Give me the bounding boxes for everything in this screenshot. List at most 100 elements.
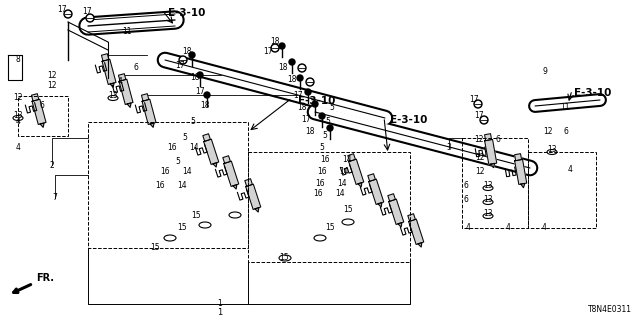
Text: 12: 12: [476, 154, 484, 163]
Text: 13: 13: [108, 92, 118, 100]
Polygon shape: [102, 59, 116, 84]
Circle shape: [65, 12, 70, 17]
Text: 15: 15: [191, 211, 201, 220]
Text: 12: 12: [47, 82, 57, 91]
Polygon shape: [491, 164, 495, 168]
Text: 12: 12: [13, 93, 23, 102]
Text: 12: 12: [476, 167, 484, 177]
Text: 16: 16: [317, 167, 327, 177]
Bar: [528, 152, 596, 228]
Circle shape: [180, 58, 186, 62]
Text: 7: 7: [52, 194, 58, 203]
Text: 13: 13: [483, 181, 493, 190]
Text: 5: 5: [319, 143, 324, 153]
Text: 5: 5: [175, 157, 180, 166]
Circle shape: [64, 10, 72, 18]
Text: 14: 14: [177, 180, 187, 189]
Polygon shape: [348, 154, 355, 161]
Polygon shape: [118, 74, 126, 81]
Text: 18: 18: [287, 76, 297, 84]
Circle shape: [271, 44, 279, 52]
Circle shape: [289, 59, 295, 65]
Circle shape: [307, 79, 312, 84]
Text: 13: 13: [547, 146, 557, 155]
Circle shape: [481, 117, 486, 123]
Polygon shape: [31, 94, 39, 101]
Circle shape: [480, 116, 488, 124]
Text: 5: 5: [323, 132, 328, 140]
Text: E-3-10: E-3-10: [168, 8, 205, 18]
Polygon shape: [127, 103, 131, 107]
Polygon shape: [233, 185, 237, 189]
Text: 9: 9: [543, 68, 547, 76]
Circle shape: [319, 113, 325, 119]
Text: 15: 15: [325, 223, 335, 233]
Text: 5: 5: [330, 103, 335, 113]
Text: 6: 6: [463, 196, 468, 204]
Text: 17: 17: [57, 5, 67, 14]
Text: 17: 17: [469, 95, 479, 105]
Text: 4: 4: [15, 117, 20, 126]
Text: 4: 4: [465, 223, 470, 233]
Circle shape: [474, 100, 482, 108]
Circle shape: [88, 15, 93, 20]
Text: 13: 13: [483, 210, 493, 219]
Bar: [88, 122, 248, 248]
Polygon shape: [224, 161, 239, 187]
Text: 4: 4: [541, 223, 547, 233]
Text: 4: 4: [118, 77, 122, 86]
Text: 18: 18: [305, 127, 315, 137]
Polygon shape: [521, 183, 525, 188]
Text: 18: 18: [190, 74, 200, 83]
Text: 18: 18: [200, 101, 210, 110]
Text: 4: 4: [15, 143, 20, 153]
Circle shape: [189, 52, 195, 58]
Polygon shape: [515, 159, 527, 184]
Text: T8N4E0311: T8N4E0311: [588, 305, 632, 314]
Polygon shape: [388, 199, 404, 224]
Polygon shape: [484, 140, 497, 164]
Text: 17: 17: [82, 7, 92, 17]
Circle shape: [179, 56, 187, 64]
Polygon shape: [369, 179, 384, 204]
Text: 12: 12: [47, 71, 57, 81]
Text: 4: 4: [506, 223, 511, 233]
Bar: [462, 138, 528, 228]
Polygon shape: [102, 54, 109, 61]
Text: 15: 15: [150, 244, 160, 252]
Polygon shape: [368, 174, 376, 181]
Circle shape: [298, 64, 306, 72]
Text: 12: 12: [543, 127, 553, 137]
Text: E-3-10: E-3-10: [298, 96, 335, 106]
Polygon shape: [418, 243, 422, 247]
Circle shape: [306, 78, 314, 86]
Text: 17: 17: [474, 111, 484, 121]
Circle shape: [297, 75, 303, 81]
Text: 12: 12: [474, 135, 484, 145]
Text: 14: 14: [335, 189, 345, 198]
Polygon shape: [141, 94, 149, 101]
Polygon shape: [223, 156, 230, 163]
Text: 16: 16: [320, 156, 330, 164]
Text: E-3-10: E-3-10: [574, 88, 611, 98]
Text: 17: 17: [263, 47, 273, 57]
Text: 1: 1: [218, 300, 222, 308]
Bar: [18, 96, 68, 136]
Text: 6: 6: [463, 180, 468, 189]
Text: 16: 16: [313, 189, 323, 198]
Text: 14: 14: [337, 179, 347, 188]
Polygon shape: [40, 123, 44, 127]
Text: FR.: FR.: [13, 273, 54, 292]
Text: 16: 16: [155, 180, 165, 189]
Text: 6: 6: [495, 135, 500, 145]
Polygon shape: [150, 123, 154, 127]
Circle shape: [204, 92, 210, 98]
Text: 16: 16: [160, 167, 170, 177]
Text: 16: 16: [315, 179, 325, 188]
Polygon shape: [203, 134, 211, 141]
Circle shape: [86, 14, 94, 22]
Polygon shape: [246, 184, 260, 210]
Polygon shape: [142, 99, 156, 124]
Polygon shape: [515, 154, 522, 161]
Text: 16: 16: [167, 143, 177, 153]
